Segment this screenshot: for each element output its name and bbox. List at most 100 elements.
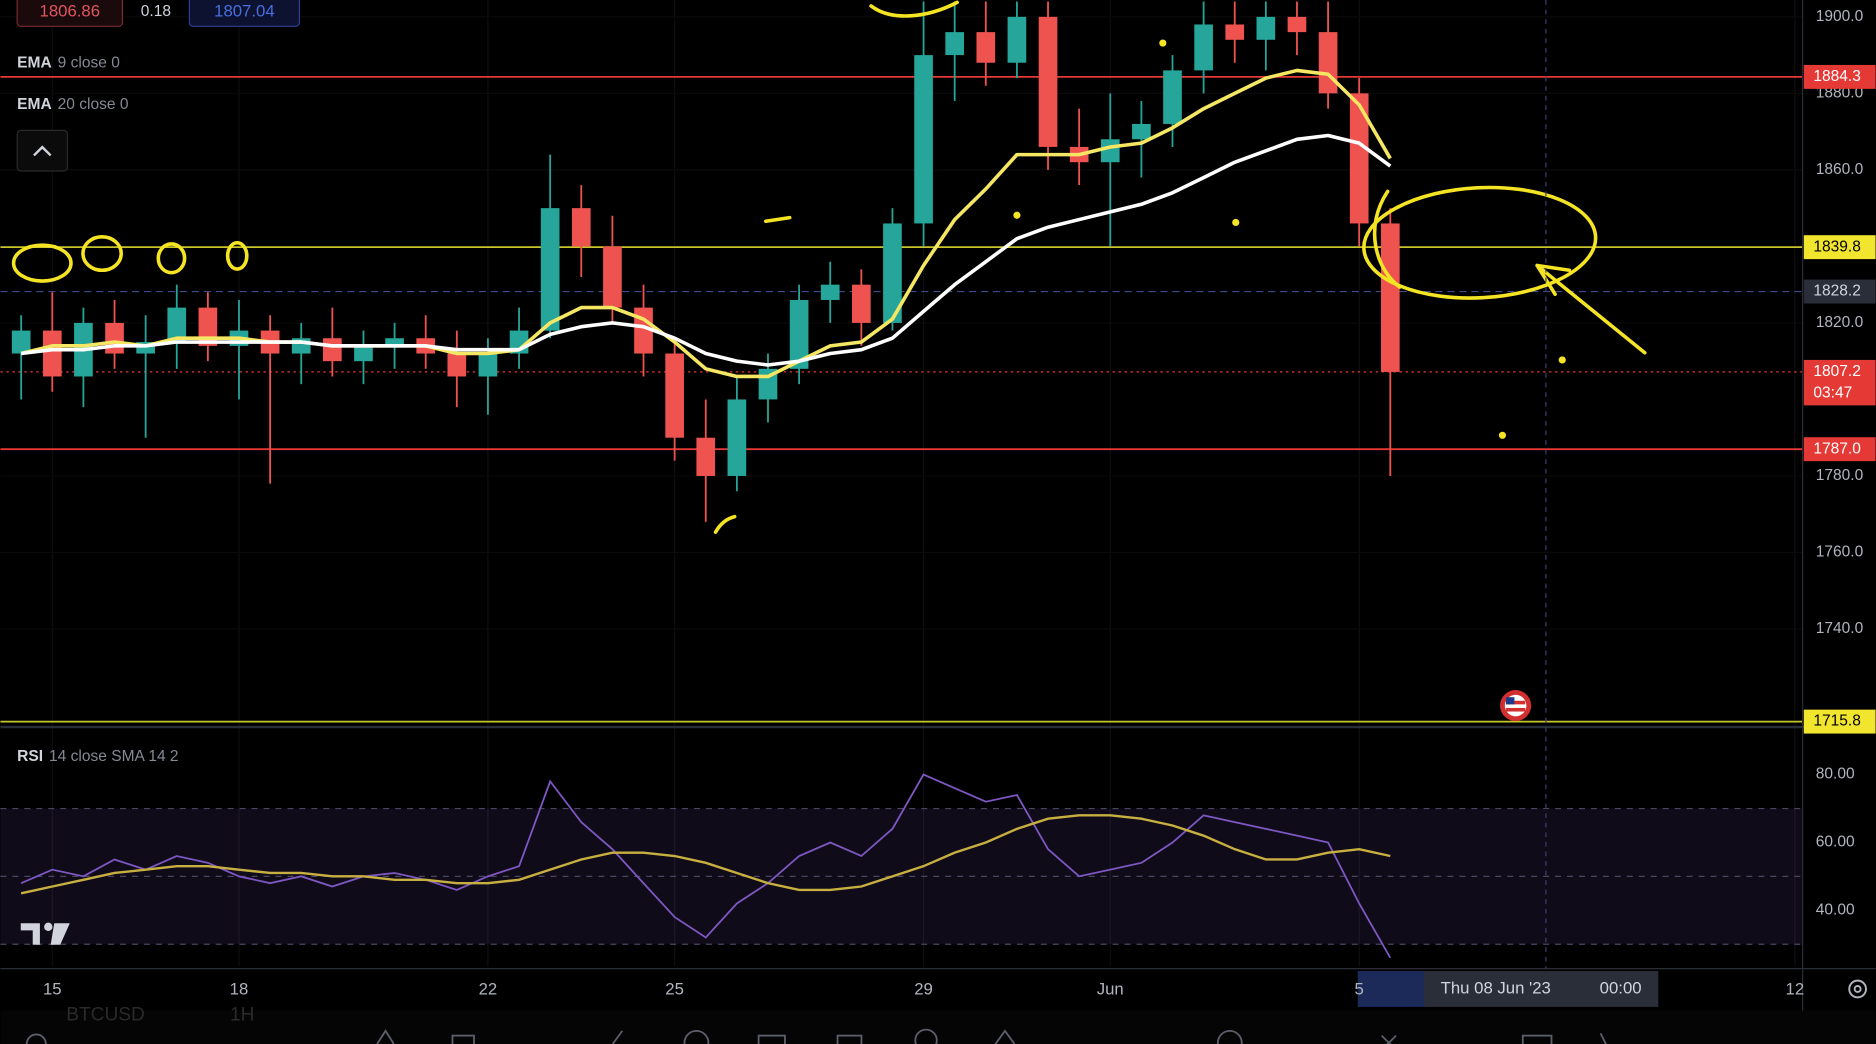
ask-box[interactable] — [188, 0, 300, 27]
toolbar-icon[interactable] — [611, 1030, 624, 1044]
legend-ema20: EMA 20 close 0 — [17, 96, 129, 113]
price-level-box — [1803, 64, 1876, 89]
legend-ema9: EMA 9 close 0 — [17, 54, 120, 71]
crosshair-label-box — [1423, 971, 1659, 1007]
crosshair-date: Thu 08 Jun '23 — [1441, 978, 1551, 997]
price-level-label: 1839.8 — [1813, 238, 1861, 255]
price-level-box — [1803, 279, 1876, 304]
plot-area — [11, 1, 1400, 522]
toolbar-icon[interactable] — [994, 1029, 1016, 1044]
annotation-circle — [1362, 185, 1598, 300]
price-axis: 1900.01880.01860.01820.01780.01760.01740… — [1803, 8, 1876, 918]
toolbar-icons — [25, 1028, 1608, 1044]
indicator-name: EMA — [17, 96, 52, 113]
indicator-name: EMA — [17, 54, 52, 71]
candle-body — [42, 330, 62, 377]
countdown: 03:47 — [1813, 385, 1852, 402]
watermark-interval: 1H — [230, 1004, 254, 1025]
candle-body — [1194, 24, 1213, 71]
candle-body — [1287, 16, 1307, 33]
candle-body — [1380, 223, 1400, 372]
annotation-stroke — [763, 215, 792, 224]
annotation-stroke — [713, 514, 737, 534]
candle-body — [696, 437, 716, 476]
price-level-box — [1803, 709, 1876, 734]
event-flag[interactable] — [1500, 690, 1532, 722]
toolbar-icon[interactable] — [757, 1034, 786, 1044]
candle-body — [976, 32, 996, 63]
x-tick-label: 22 — [479, 980, 498, 999]
indicator-params: 14 close SMA 14 2 — [49, 748, 179, 765]
grid — [0, 0, 1803, 967]
annotation-stroke — [869, 0, 959, 18]
legend: 1806.86 0.18 1807.04 EMA 9 close 0 EMA 20 … — [16, 0, 300, 765]
candle-body — [385, 338, 404, 346]
bid: 1806.86 — [40, 1, 101, 20]
candle-body — [603, 246, 622, 308]
annotation-circle — [81, 234, 124, 273]
toolbar-background — [0, 1010, 1876, 1044]
x-tick-label: Jun — [1097, 980, 1124, 999]
candle-body — [323, 338, 342, 362]
price-level-label: 1884.3 — [1813, 68, 1861, 85]
candle-body — [1100, 139, 1120, 163]
candle-body — [447, 353, 467, 377]
ask: 1807.04 — [214, 1, 275, 20]
logo — [20, 922, 70, 945]
collapse-button[interactable] — [16, 129, 68, 172]
toolbar-icon[interactable] — [376, 1029, 395, 1044]
toolbar-icon[interactable] — [1381, 1034, 1397, 1044]
candle-body — [11, 330, 31, 354]
candle-body — [1256, 16, 1276, 40]
toolbar-icon[interactable] — [1599, 1032, 1608, 1044]
candle-body — [1132, 123, 1151, 140]
toolbar-icon[interactable] — [914, 1028, 938, 1044]
x-tick-label: 15 — [43, 980, 62, 999]
candle-body — [789, 299, 809, 369]
toolbar-icon[interactable] — [25, 1033, 47, 1044]
price-level-label: 1715.8 — [1813, 713, 1861, 730]
candle-body — [540, 208, 560, 331]
price-level-box — [1803, 437, 1876, 462]
candle-body — [478, 353, 498, 377]
candle-body — [914, 55, 933, 224]
rsi-sma-line — [20, 814, 1391, 895]
time-axis: 15 18 22 25 29 Jun 5 12 Thu 08 Jun '23 00:00 — [43, 971, 1804, 1007]
price-level-label: 1828.2 — [1813, 283, 1861, 300]
price-level-box — [1803, 235, 1876, 260]
toolbar-icon[interactable] — [1216, 1029, 1243, 1044]
settings-icon[interactable] — [1848, 979, 1867, 999]
bottom-toolbar: BTCUSD 1H — [0, 1004, 1876, 1044]
toolbar-icon[interactable] — [451, 1034, 475, 1044]
y-tick-label: 1860.0 — [1816, 161, 1864, 178]
y-tick-label: 1740.0 — [1816, 620, 1864, 637]
annotation-circle — [225, 240, 249, 271]
annotations — [11, 0, 1647, 534]
rsi-line — [20, 773, 1392, 959]
candle-body — [105, 322, 124, 354]
watermark-symbol: BTCUSD — [66, 1004, 145, 1025]
candle-body — [354, 345, 373, 362]
toolbar-icon[interactable] — [836, 1034, 863, 1044]
rsi-tick-label: 40.00 — [1816, 901, 1855, 918]
candle-body — [198, 307, 218, 346]
y-tick-label: 1780.0 — [1816, 467, 1864, 484]
candle-body — [1007, 16, 1027, 63]
toolbar-icon[interactable] — [683, 1029, 710, 1044]
toolbar-icon[interactable] — [1521, 1034, 1553, 1044]
candle-body — [945, 32, 965, 56]
candle-body — [883, 223, 902, 323]
y-tick-label: 1900.0 — [1816, 8, 1864, 25]
range-highlight — [1357, 971, 1428, 1007]
indicator-params: 20 close 0 — [58, 96, 129, 113]
candle-body — [1349, 93, 1369, 224]
y-tick-label: 1760.0 — [1816, 544, 1864, 561]
rsi-tick-label: 60.00 — [1816, 834, 1855, 851]
candle-body — [167, 307, 187, 343]
annotation-dot — [1232, 218, 1240, 227]
candle-body — [820, 284, 840, 300]
bid-box[interactable] — [16, 0, 124, 27]
legend-rsi: RSI 14 close SMA 14 2 — [17, 748, 178, 765]
